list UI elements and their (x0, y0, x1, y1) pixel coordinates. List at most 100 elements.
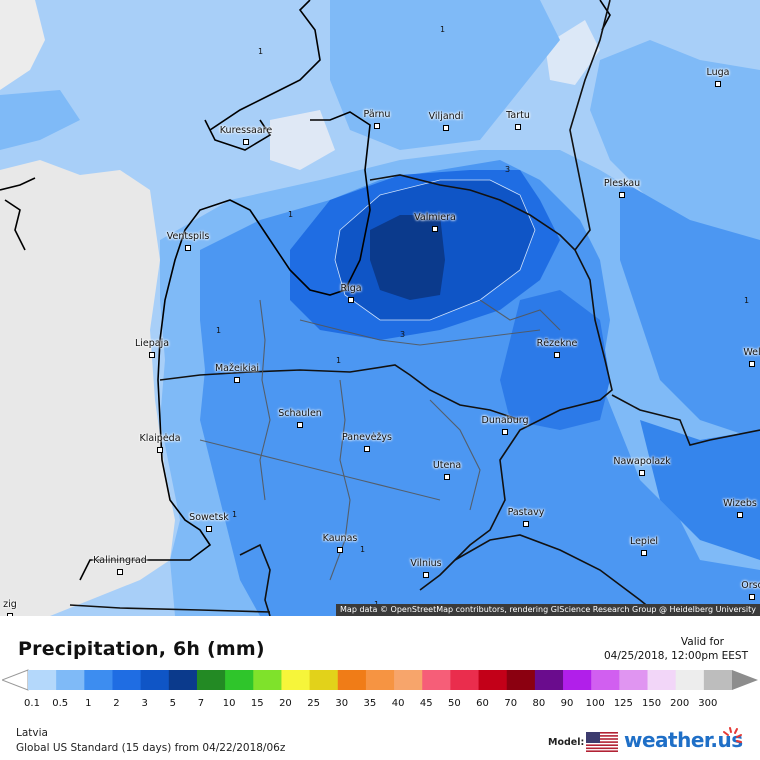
city-marker (749, 594, 755, 600)
city-marker (749, 361, 755, 367)
model-label: Model: (548, 737, 585, 748)
scale-tick-label: 1 (85, 698, 92, 709)
scale-swatch (619, 670, 649, 690)
scale-swatch (563, 670, 592, 690)
scale-swatch (225, 670, 254, 690)
city-label: Lepiel (629, 536, 659, 547)
scale-tick-label: 300 (698, 698, 718, 709)
contour-label: 3 (505, 165, 511, 174)
city-label: Kaunas (322, 533, 358, 544)
scale-swatch (112, 670, 142, 690)
city-label: Kaliningrad (93, 555, 147, 566)
contour-label: 1 (258, 47, 264, 56)
scale-tick-label: 125 (613, 698, 633, 709)
scale-high-arrow (732, 670, 758, 690)
city-label: Schaulen (278, 408, 322, 419)
scale-swatch (281, 670, 311, 690)
city-marker (502, 429, 508, 435)
city-marker (337, 547, 343, 553)
city-marker (348, 297, 354, 303)
city-marker (206, 526, 212, 532)
scale-swatch (337, 670, 367, 690)
city-label: Klaipėda (139, 433, 181, 444)
scale-swatch (28, 670, 57, 690)
scale-tick-label: 30 (335, 698, 349, 709)
contour-label: 1 (744, 296, 750, 305)
contour-label: 3 (400, 330, 406, 339)
scale-swatch (168, 670, 198, 690)
scale-swatch (647, 670, 677, 690)
scale-swatch (450, 670, 480, 690)
contour-label: 1 (216, 326, 222, 335)
scale-swatch (534, 670, 564, 690)
map-canvas (0, 0, 760, 616)
scale-tick-label: 90 (560, 698, 574, 709)
city-marker (715, 81, 721, 87)
scale-tick-label: 50 (448, 698, 461, 709)
city-label: Kuressaare (219, 125, 273, 136)
contour-label: 1 (440, 25, 446, 34)
color-scale (2, 669, 758, 691)
city-label: Wizebs (723, 498, 757, 509)
city-label: Viljandi (428, 111, 464, 122)
city-label: Liepaja (134, 338, 170, 349)
scale-tick-label: 40 (391, 698, 405, 709)
scale-swatch (56, 670, 85, 690)
scale-tick-label: 15 (250, 698, 264, 709)
valid-for-label: Valid for (680, 636, 724, 648)
city-marker (364, 446, 370, 452)
city-label: Riga (340, 283, 362, 294)
city-marker (243, 139, 249, 145)
legend-title: Precipitation, 6h (mm) (18, 638, 265, 660)
scale-tick-label: 10 (222, 698, 236, 709)
city-label: Pastavy (507, 507, 545, 518)
scale-swatch (478, 670, 508, 690)
city-marker (297, 422, 303, 428)
contour-label: 1 (336, 356, 342, 365)
city-marker (185, 245, 191, 251)
city-marker (149, 352, 155, 358)
scale-tick-label: 25 (307, 698, 320, 709)
city-marker (737, 512, 743, 518)
scale-tick-label: 200 (670, 698, 690, 709)
city-marker (423, 572, 429, 578)
model-info: Global US Standard (15 days) from 04/22/… (16, 742, 286, 754)
scale-tick-label: 60 (476, 698, 489, 709)
region-name: Latvia (16, 727, 48, 739)
city-marker (444, 474, 450, 480)
us-flag-icon (586, 732, 618, 752)
scale-tick-label: 0.5 (52, 698, 69, 709)
scale-tick-label: 45 (419, 698, 433, 709)
map-attribution: Map data © OpenStreetMap contributors, r… (336, 604, 760, 616)
scale-swatch (84, 670, 113, 690)
scale-swatch (309, 670, 339, 690)
city-label: Rēzekne (536, 338, 578, 349)
city-label: Pärnu (363, 109, 391, 120)
city-label: Luga (706, 67, 730, 78)
city-marker (619, 192, 625, 198)
city-marker (374, 123, 380, 129)
city-marker (234, 377, 240, 383)
city-label: Utena (432, 460, 462, 471)
scale-swatch (196, 670, 226, 690)
city-marker (523, 521, 529, 527)
city-label: Valmiera (414, 212, 456, 223)
scale-swatch (506, 670, 536, 690)
city-marker (117, 569, 123, 575)
scale-tick-label: 0.1 (24, 698, 40, 709)
precipitation-map[interactable] (0, 0, 760, 616)
scale-tick-label: 2 (113, 698, 120, 709)
scale-swatch (394, 670, 423, 690)
city-label: Tartu (506, 110, 530, 121)
city-label: Wel (743, 347, 760, 358)
scale-tick-label: 35 (363, 698, 377, 709)
scale-swatch (253, 670, 282, 690)
city-label: zig (3, 599, 17, 610)
scale-tick-label: 150 (641, 698, 662, 709)
valid-date: 04/25/2018, 12:00pm EEST (603, 650, 748, 662)
city-label: Nawapolazk (613, 456, 671, 467)
city-marker (432, 226, 438, 232)
scale-low-arrow (2, 669, 29, 691)
sun-burst-icon (723, 727, 742, 743)
contour-label: 1 (360, 545, 366, 554)
